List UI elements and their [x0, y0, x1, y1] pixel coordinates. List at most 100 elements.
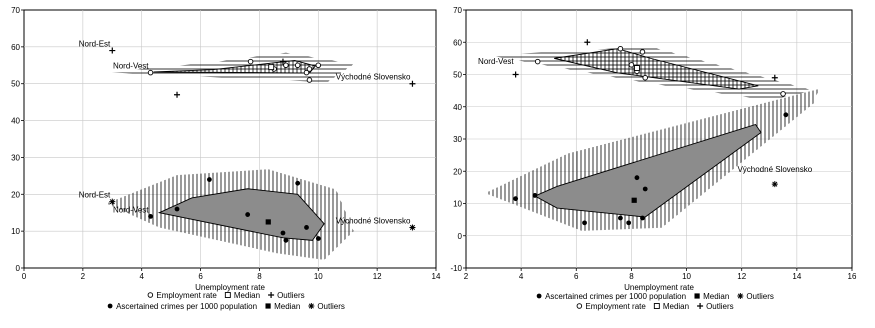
outlier-marker-crimes: [409, 224, 416, 231]
legend-label: Median: [663, 302, 689, 311]
y-tick-label: 20: [11, 190, 20, 199]
point-annotation: Východné Slovensko: [336, 73, 411, 82]
legend-symbol-filled-circle: [536, 293, 542, 299]
data-point-employment: [306, 77, 313, 83]
data-point-employment: [642, 74, 648, 81]
bag-crimes: [533, 123, 762, 218]
legend-symbol-open-circle: [147, 292, 154, 298]
data-point-crimes: [626, 220, 632, 226]
y-tick-label: 0: [16, 264, 21, 273]
legend-symbol-open-circle: [576, 303, 583, 309]
median-marker-crimes: [631, 197, 637, 203]
data-point-employment: [247, 58, 254, 65]
data-point-crimes: [513, 196, 519, 202]
data-point-employment: [315, 62, 322, 69]
data-point-crimes: [207, 177, 212, 182]
legend-label: Median: [703, 292, 729, 301]
legend-symbol-plus: [268, 292, 275, 298]
data-point-crimes: [783, 112, 789, 118]
data-point-employment: [617, 45, 624, 52]
outlier-marker-employment: [409, 80, 416, 87]
data-point-crimes: [618, 215, 623, 221]
legend-label: Outliers: [746, 292, 774, 301]
outlier-marker-employment: [512, 71, 519, 78]
y-tick-label: 70: [453, 6, 462, 15]
median-marker-employment: [268, 64, 275, 71]
x-tick-label: 10: [682, 272, 691, 281]
x-tick-label: 16: [848, 272, 857, 281]
chart-panel-2: Nord-Vest Východné Slovensko 2 4 6 8 10 12 14 16 -…: [450, 6, 857, 311]
legend-label: Outliers: [317, 302, 345, 311]
data-point-employment: [294, 62, 301, 69]
legend-symbol-open-square: [224, 292, 231, 298]
legend-label: Employment rate: [156, 291, 217, 300]
legend-symbol-plus: [697, 303, 704, 309]
y-tick-label: 60: [453, 38, 462, 47]
legend-symbol-open-square: [653, 303, 660, 309]
data-point-crimes: [174, 206, 180, 212]
legend-label: Median: [234, 291, 260, 300]
data-point-employment: [534, 58, 541, 65]
data-point-crimes: [148, 214, 153, 219]
data-point-employment: [283, 62, 289, 69]
data-point-employment: [639, 49, 646, 55]
point-annotation: Nord-Vest: [113, 62, 149, 71]
x-tick-label: 14: [792, 272, 801, 281]
legend-symbol-star: [308, 303, 315, 309]
outlier-marker-employment: [279, 58, 286, 65]
data-point-crimes: [634, 175, 640, 181]
x-tick-label: 10: [314, 272, 323, 281]
data-point-crimes: [245, 212, 251, 217]
data-point-crimes: [532, 193, 538, 198]
legend-label: Outliers: [706, 302, 734, 311]
outlier-marker-crimes: [109, 198, 116, 205]
y-tick-label: 20: [453, 167, 462, 176]
x-tick-label: 14: [432, 272, 441, 281]
outlier-marker-employment: [771, 74, 778, 81]
data-point-employment: [628, 62, 635, 68]
outlier-marker-employment: [109, 47, 116, 54]
x-tick-label: 2: [464, 272, 469, 281]
x-axis-label: Unemployment rate: [195, 283, 265, 292]
x-axis-label: Unemployment rate: [624, 283, 694, 292]
data-point-crimes: [315, 236, 321, 241]
y-tick-label: 40: [453, 103, 462, 112]
data-point-employment: [303, 69, 310, 76]
x-tick-label: 4: [139, 272, 144, 281]
median-marker-employment: [633, 65, 640, 72]
data-point-crimes: [283, 237, 289, 243]
y-tick-label: 30: [11, 153, 20, 162]
x-tick-label: 0: [22, 272, 27, 281]
x-tick-label: 2: [81, 272, 86, 281]
legend-label: Outliers: [277, 291, 305, 300]
legend-label: Employment rate: [585, 302, 646, 311]
point-annotation: Východné Slovensko: [336, 216, 411, 225]
point-annotation: Nord-Est: [79, 191, 111, 200]
data-point-crimes: [304, 225, 309, 230]
bag-employment: [554, 48, 759, 90]
legend: Ascertained crimes per 1000 population Me…: [536, 292, 774, 311]
x-tick-label: 4: [519, 272, 524, 281]
x-tick-label: 6: [198, 272, 203, 281]
x-tick-label: 8: [629, 272, 634, 281]
legend-label: Ascertained crimes per 1000 population: [545, 292, 686, 301]
legend-symbol-star: [737, 293, 744, 299]
outlier-marker-crimes: [771, 181, 778, 188]
y-tick-label: 60: [11, 43, 20, 52]
data-point-crimes: [280, 230, 286, 236]
y-tick-label: 50: [453, 71, 462, 80]
point-annotation: Nord-Est: [79, 40, 111, 49]
legend-symbol-filled-square: [694, 293, 700, 299]
legend-symbol-filled-circle: [107, 303, 113, 309]
y-tick-label: 30: [453, 135, 462, 144]
y-tick-label: 70: [11, 6, 20, 15]
outlier-marker-employment: [584, 39, 591, 46]
data-point-employment: [147, 69, 154, 76]
point-annotation: Nord-Vest: [478, 57, 514, 66]
outlier-marker-employment: [174, 91, 181, 98]
point-annotation: Nord-Vest: [113, 205, 149, 214]
y-tick-label: 50: [11, 80, 20, 89]
legend-label: Ascertained crimes per 1000 population: [116, 302, 257, 311]
